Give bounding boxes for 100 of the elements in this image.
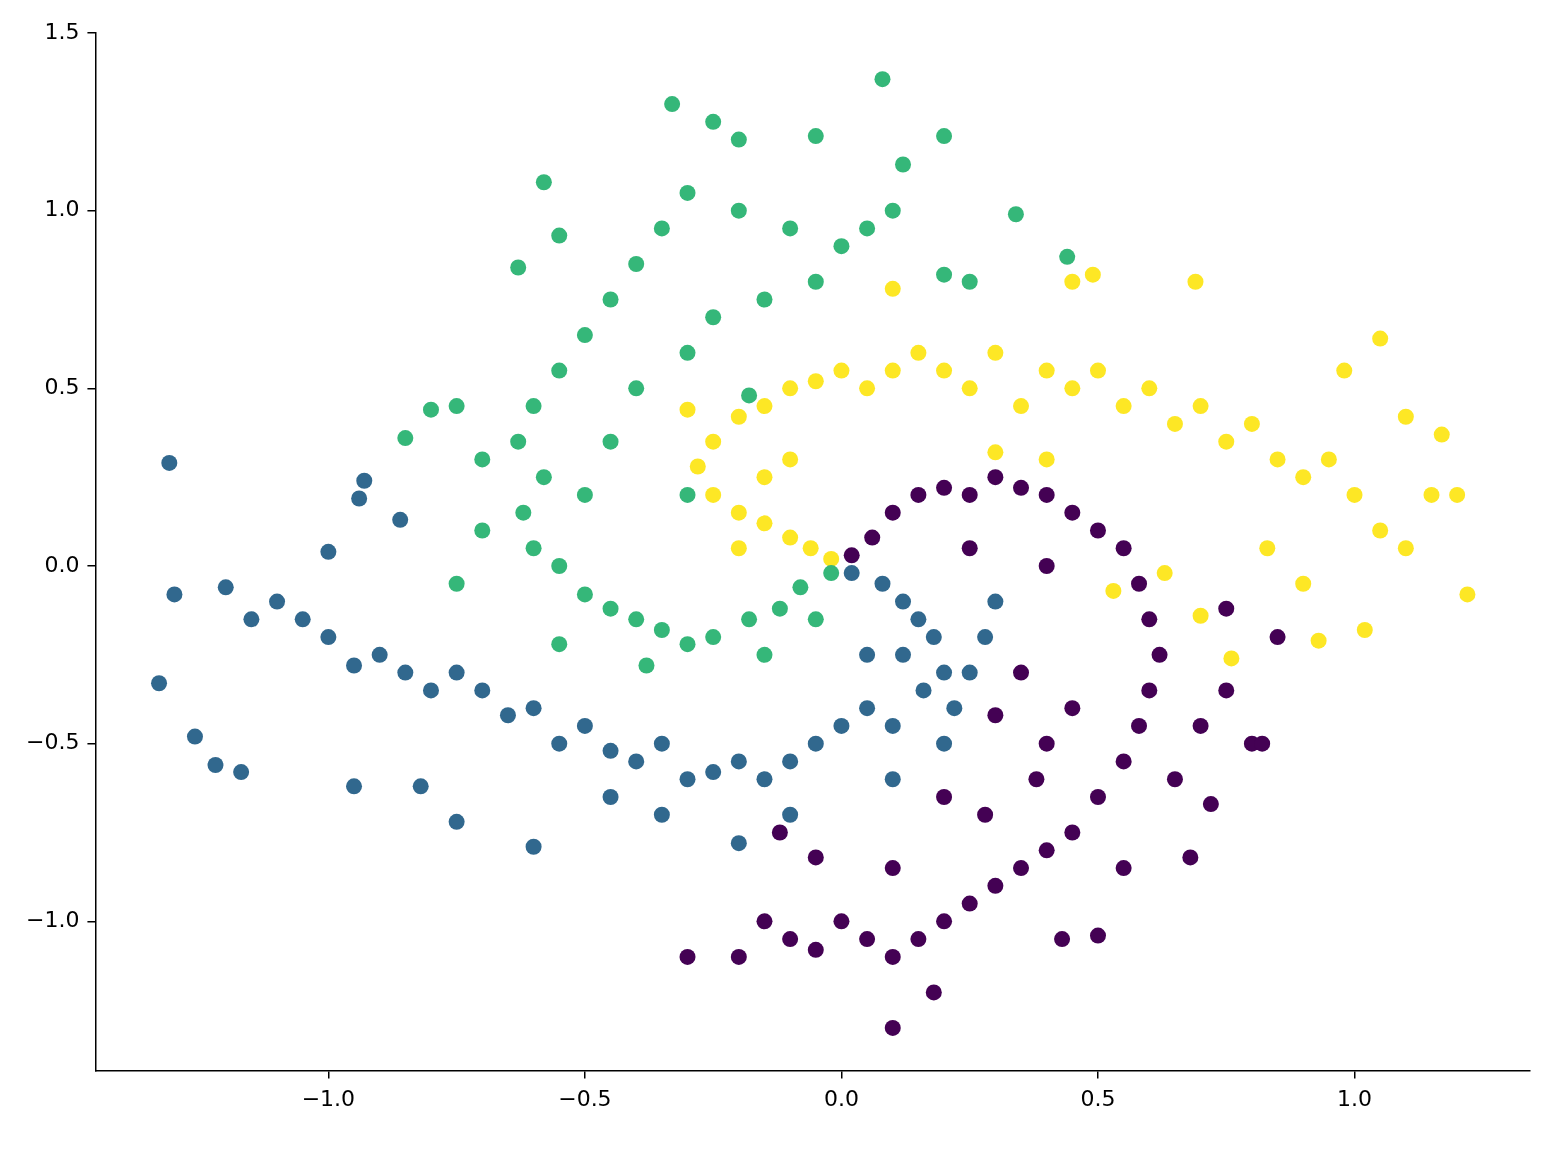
point <box>730 408 747 425</box>
point <box>551 558 568 575</box>
point <box>320 629 337 646</box>
y-tick-label: −0.5 <box>26 729 80 755</box>
point <box>987 593 1004 610</box>
point <box>602 600 619 617</box>
point <box>525 398 542 415</box>
point <box>1156 565 1173 582</box>
point <box>1192 607 1209 624</box>
point <box>730 753 747 770</box>
point <box>474 682 491 699</box>
point <box>823 550 840 567</box>
point <box>679 486 696 503</box>
point <box>859 700 876 717</box>
point <box>936 266 953 283</box>
point <box>1182 849 1199 866</box>
point <box>936 913 953 930</box>
point <box>1254 735 1271 752</box>
point <box>602 742 619 759</box>
point <box>833 362 850 379</box>
point <box>207 757 224 774</box>
point <box>756 398 773 415</box>
point <box>771 824 788 841</box>
point <box>1166 771 1183 788</box>
point <box>1269 451 1286 468</box>
point <box>1192 398 1209 415</box>
point <box>356 472 373 489</box>
point <box>884 504 901 521</box>
point <box>1115 540 1132 557</box>
point <box>474 451 491 468</box>
point <box>987 344 1004 361</box>
point <box>1141 611 1158 628</box>
point <box>1397 540 1414 557</box>
point <box>843 565 860 582</box>
point <box>166 586 183 603</box>
point <box>859 931 876 948</box>
point <box>936 735 953 752</box>
point <box>977 806 994 823</box>
point <box>1054 931 1071 948</box>
point <box>833 717 850 734</box>
point <box>823 565 840 582</box>
point <box>576 717 593 734</box>
point <box>576 486 593 503</box>
point <box>1064 504 1081 521</box>
point <box>884 948 901 965</box>
point <box>756 469 773 486</box>
point <box>1218 433 1235 450</box>
point <box>576 586 593 603</box>
point <box>412 778 429 795</box>
point <box>653 735 670 752</box>
point <box>874 71 891 88</box>
point <box>346 778 363 795</box>
point <box>217 579 234 596</box>
point <box>525 838 542 855</box>
point <box>679 948 696 965</box>
point <box>551 735 568 752</box>
point <box>448 813 465 830</box>
point <box>422 401 439 418</box>
point <box>961 486 978 503</box>
point <box>936 664 953 681</box>
point <box>151 675 168 692</box>
point <box>1064 700 1081 717</box>
point <box>269 593 286 610</box>
point <box>679 184 696 201</box>
point <box>884 771 901 788</box>
point <box>730 540 747 557</box>
point <box>1064 824 1081 841</box>
point <box>961 664 978 681</box>
point <box>987 877 1004 894</box>
point <box>756 515 773 532</box>
point <box>730 835 747 852</box>
point <box>807 611 824 628</box>
point <box>936 362 953 379</box>
point <box>961 540 978 557</box>
x-tick-label: 1.0 <box>1337 1085 1373 1111</box>
point <box>1259 540 1276 557</box>
point <box>499 707 516 724</box>
y-tick-label: −1.0 <box>26 907 80 933</box>
point <box>679 401 696 418</box>
point <box>730 202 747 219</box>
y-tick-label: 1.5 <box>44 18 80 44</box>
point <box>576 327 593 344</box>
point <box>705 113 722 130</box>
point <box>705 433 722 450</box>
point <box>1059 248 1076 265</box>
point <box>1372 330 1389 347</box>
y-tick-label: 1.0 <box>44 196 80 222</box>
point <box>320 543 337 560</box>
x-tick-label: 0.5 <box>1080 1085 1116 1111</box>
point <box>807 735 824 752</box>
point <box>1187 273 1204 290</box>
point <box>1192 717 1209 734</box>
point <box>782 931 799 948</box>
point <box>987 444 1004 461</box>
point <box>843 547 860 564</box>
point <box>1336 362 1353 379</box>
point <box>859 646 876 663</box>
point <box>551 227 568 244</box>
point <box>510 259 527 276</box>
point <box>397 664 414 681</box>
